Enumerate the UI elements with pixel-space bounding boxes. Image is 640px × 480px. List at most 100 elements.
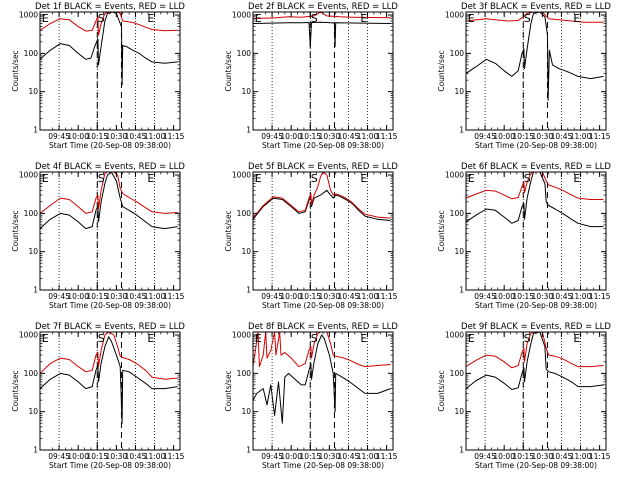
x-tick-label: 10:30 (319, 452, 341, 461)
x-tick-label: 10:15 (86, 132, 108, 141)
plot-area (253, 332, 391, 424)
series-events-line (466, 12, 604, 101)
y-tick-label: 1000 (445, 11, 464, 20)
x-axis-label: Start Time (20-Sep-08 09:38:00) (49, 141, 171, 150)
x-tick-label: 10:15 (299, 452, 321, 461)
plot-area (40, 12, 178, 86)
y-tick-label: 1 (459, 446, 464, 455)
y-axis-label: Counts/sec (11, 370, 20, 411)
x-tick-label: 10:00 (67, 452, 89, 461)
y-tick-label: 1000 (445, 171, 464, 180)
event-marker-label: S (311, 12, 318, 25)
event-marker-label: E (573, 332, 580, 345)
x-axis-label: Start Time (20-Sep-08 09:38:00) (475, 461, 597, 470)
x-axis-label: Start Time (20-Sep-08 09:38:00) (262, 141, 384, 150)
x-axis-label: Start Time (20-Sep-08 09:38:00) (262, 461, 384, 470)
x-tick-label: 11:00 (357, 132, 379, 141)
y-tick-label: 10 (454, 407, 464, 416)
x-tick-label: 10:45 (551, 292, 573, 301)
event-marker-label: E (468, 172, 475, 185)
x-tick-label: 10:30 (106, 452, 128, 461)
y-tick-label: 100 (450, 369, 465, 378)
series-events-line (466, 332, 604, 390)
x-tick-label: 11:15 (163, 292, 185, 301)
event-marker-label: E (255, 332, 262, 345)
x-tick-label: 11:15 (589, 452, 611, 461)
panel-3: Det 3f BLACK = Events, RED = LLD 1 10 100 10… (437, 2, 611, 150)
y-axis-label: Counts/sec (437, 210, 446, 251)
series-lld-line (466, 172, 604, 200)
chart-title: Det 9f BLACK = Events, RED = LLD (461, 322, 611, 332)
y-tick-label: 10 (28, 247, 38, 256)
x-tick-label: 10:15 (299, 292, 321, 301)
event-marker-label: E (147, 332, 154, 345)
y-tick-label: 1 (33, 286, 38, 295)
series-events-line (253, 21, 391, 48)
x-tick-label: 09:45 (474, 292, 496, 301)
chart-title: Det 6f BLACK = Events, RED = LLD (461, 162, 611, 172)
chart-title: Det 1f BLACK = Events, RED = LLD (35, 2, 185, 12)
x-tick-label: 11:00 (357, 452, 379, 461)
y-tick-label: 100 (24, 209, 39, 218)
x-tick-label: 10:15 (512, 132, 534, 141)
series-lld-line (40, 172, 178, 214)
y-tick-label: 1000 (232, 331, 251, 340)
y-axis-label: Counts/sec (224, 370, 233, 411)
x-tick-label: 09:45 (48, 292, 70, 301)
x-tick-label: 10:00 (493, 452, 515, 461)
series-events-line (40, 172, 178, 230)
plot-area (253, 172, 391, 221)
plot-frame (465, 171, 607, 291)
series-lld-line (253, 172, 391, 219)
y-tick-label: 10 (454, 87, 464, 96)
y-tick-label: 1000 (19, 171, 38, 180)
y-tick-label: 10 (28, 87, 38, 96)
y-tick-label: 100 (450, 209, 465, 218)
x-tick-label: 09:45 (474, 452, 496, 461)
x-tick-label: 11:00 (144, 132, 166, 141)
plot-frame (39, 171, 181, 291)
event-marker-label: S (524, 12, 531, 25)
y-tick-label: 1000 (232, 171, 251, 180)
event-marker-label: E (255, 172, 262, 185)
x-tick-label: 10:00 (280, 132, 302, 141)
y-tick-label: 1 (459, 286, 464, 295)
x-tick-label: 11:00 (570, 132, 592, 141)
x-tick-label: 10:30 (532, 452, 554, 461)
event-marker-label: S (311, 332, 318, 345)
x-tick-label: 11:15 (589, 132, 611, 141)
x-tick-label: 10:00 (67, 292, 89, 301)
x-tick-label: 11:00 (144, 292, 166, 301)
event-marker-label: E (573, 12, 580, 25)
x-tick-label: 10:45 (125, 132, 147, 141)
event-marker-label: S (98, 172, 105, 185)
panel-5: Det 5f BLACK = Events, RED = LLD 1 10 100 10… (224, 162, 398, 310)
y-tick-label: 100 (24, 369, 39, 378)
panel-1: Det 1f BLACK = Events, RED = LLD 1 10 100 10… (11, 2, 185, 150)
series-events-line (253, 334, 391, 424)
y-axis-label: Counts/sec (11, 210, 20, 251)
y-tick-label: 100 (237, 369, 252, 378)
y-tick-label: 1000 (232, 11, 251, 20)
x-tick-label: 10:45 (338, 452, 360, 461)
x-tick-label: 10:15 (512, 452, 534, 461)
panel-9: Det 9f BLACK = Events, RED = LLD 1 10 100 10… (437, 322, 611, 470)
x-tick-label: 11:00 (570, 292, 592, 301)
x-axis-label: Start Time (20-Sep-08 09:38:00) (49, 301, 171, 310)
x-tick-label: 10:00 (493, 292, 515, 301)
x-tick-label: 10:45 (125, 452, 147, 461)
y-tick-label: 100 (237, 209, 252, 218)
y-tick-label: 1 (246, 446, 251, 455)
event-marker-label: E (360, 172, 367, 185)
plot-frame (252, 171, 394, 291)
series-events-line (253, 189, 391, 221)
event-marker-label: E (42, 12, 49, 25)
event-marker-label: S (524, 172, 531, 185)
series-lld-line (253, 332, 391, 368)
x-tick-label: 10:00 (280, 292, 302, 301)
x-axis-label: Start Time (20-Sep-08 09:38:00) (475, 141, 597, 150)
x-tick-label: 10:30 (532, 132, 554, 141)
x-tick-label: 09:45 (48, 132, 70, 141)
x-tick-label: 10:30 (319, 292, 341, 301)
x-tick-label: 11:15 (376, 132, 398, 141)
